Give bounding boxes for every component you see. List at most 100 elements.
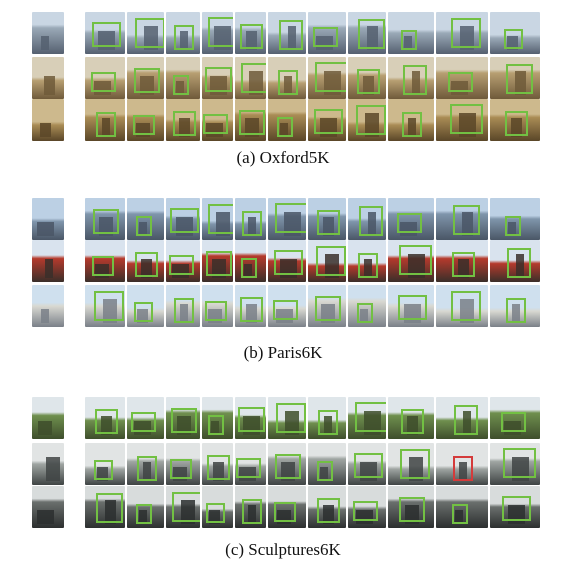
result-image xyxy=(490,57,540,99)
match-box xyxy=(451,252,475,277)
sculptures-row-3 xyxy=(0,484,566,528)
landmark-shape xyxy=(137,309,148,323)
landmark-shape xyxy=(516,254,524,278)
result-image xyxy=(348,240,386,282)
match-box xyxy=(135,504,152,524)
match-box xyxy=(94,291,124,321)
result-image xyxy=(388,198,434,240)
oxford-row-3 xyxy=(0,97,566,141)
match-box xyxy=(170,459,192,479)
landmark-shape xyxy=(511,457,529,481)
query-image xyxy=(32,198,64,240)
match-box xyxy=(315,296,341,321)
match-box xyxy=(238,407,265,432)
match-box xyxy=(135,252,158,277)
result-image xyxy=(268,285,306,327)
result-image xyxy=(166,285,200,327)
landmark-shape xyxy=(459,462,467,481)
match-box xyxy=(92,256,114,276)
match-box xyxy=(93,460,113,480)
result-image xyxy=(166,240,200,282)
result-image xyxy=(166,486,200,528)
match-box xyxy=(353,453,383,478)
landmark-shape xyxy=(100,416,112,435)
landmark-shape xyxy=(407,254,425,278)
panel-caption-paris6k: (b) Paris6K xyxy=(243,343,323,362)
landmark-shape xyxy=(248,71,263,95)
match-box xyxy=(401,30,417,50)
result-image xyxy=(436,240,488,282)
landmark-shape xyxy=(36,510,54,524)
result-image xyxy=(202,57,233,99)
result-image xyxy=(235,57,266,99)
landmark-shape xyxy=(412,71,420,95)
result-image xyxy=(348,99,386,141)
query-image xyxy=(32,443,64,485)
match-box xyxy=(500,412,526,432)
match-box xyxy=(396,213,422,233)
landmark-shape xyxy=(285,411,299,435)
result-image xyxy=(308,285,346,327)
landmark-shape xyxy=(41,309,49,323)
landmark-shape xyxy=(364,259,372,278)
landmark-shape xyxy=(280,123,288,137)
landmark-shape xyxy=(514,71,526,95)
match-box xyxy=(398,245,432,275)
match-box xyxy=(276,403,306,433)
result-image xyxy=(268,198,306,240)
landmark-shape xyxy=(457,259,469,278)
match-box xyxy=(241,499,262,524)
landmark-shape xyxy=(243,264,252,278)
landmark-shape xyxy=(458,113,476,137)
result-image xyxy=(127,99,164,141)
match-box xyxy=(241,63,266,93)
match-box xyxy=(357,19,385,49)
match-box xyxy=(133,68,160,93)
landmark-shape xyxy=(214,26,231,50)
result-image xyxy=(308,240,346,282)
paris-row-3 xyxy=(0,283,566,327)
match-box xyxy=(502,448,536,478)
result-image xyxy=(348,57,386,99)
result-image xyxy=(436,99,488,141)
paris-row-2 xyxy=(0,238,566,282)
wrong-match-box xyxy=(453,456,473,481)
query-image xyxy=(32,57,64,99)
query-image xyxy=(32,397,64,439)
landmark-shape xyxy=(366,26,378,50)
match-box xyxy=(241,211,262,236)
match-box xyxy=(136,456,157,481)
landmark-shape xyxy=(405,505,419,524)
panel-caption-oxford5k: (a) Oxford5K xyxy=(236,148,330,167)
match-box xyxy=(172,111,196,136)
result-image xyxy=(436,397,488,439)
landmark-shape xyxy=(38,421,52,435)
result-image xyxy=(490,486,540,528)
result-image xyxy=(235,99,266,141)
match-box xyxy=(95,493,123,523)
landmark-shape xyxy=(247,217,256,236)
landmark-shape xyxy=(510,118,522,137)
result-image xyxy=(490,285,540,327)
match-box xyxy=(93,209,119,234)
landmark-shape xyxy=(463,411,471,435)
result-image xyxy=(202,240,233,282)
match-box xyxy=(96,112,116,137)
result-image xyxy=(436,198,488,240)
landmark-shape xyxy=(455,510,463,524)
match-box xyxy=(505,64,533,94)
result-image xyxy=(308,198,346,240)
result-image xyxy=(308,486,346,528)
match-box xyxy=(400,409,424,434)
result-image xyxy=(85,397,125,439)
result-image xyxy=(268,397,306,439)
match-box xyxy=(318,410,338,435)
landmark-shape xyxy=(215,212,230,236)
result-image xyxy=(202,99,233,141)
landmark-shape xyxy=(247,505,256,524)
match-box xyxy=(205,67,232,92)
result-image xyxy=(235,486,266,528)
match-box xyxy=(451,18,481,48)
match-box xyxy=(316,246,346,276)
match-box xyxy=(91,22,121,47)
